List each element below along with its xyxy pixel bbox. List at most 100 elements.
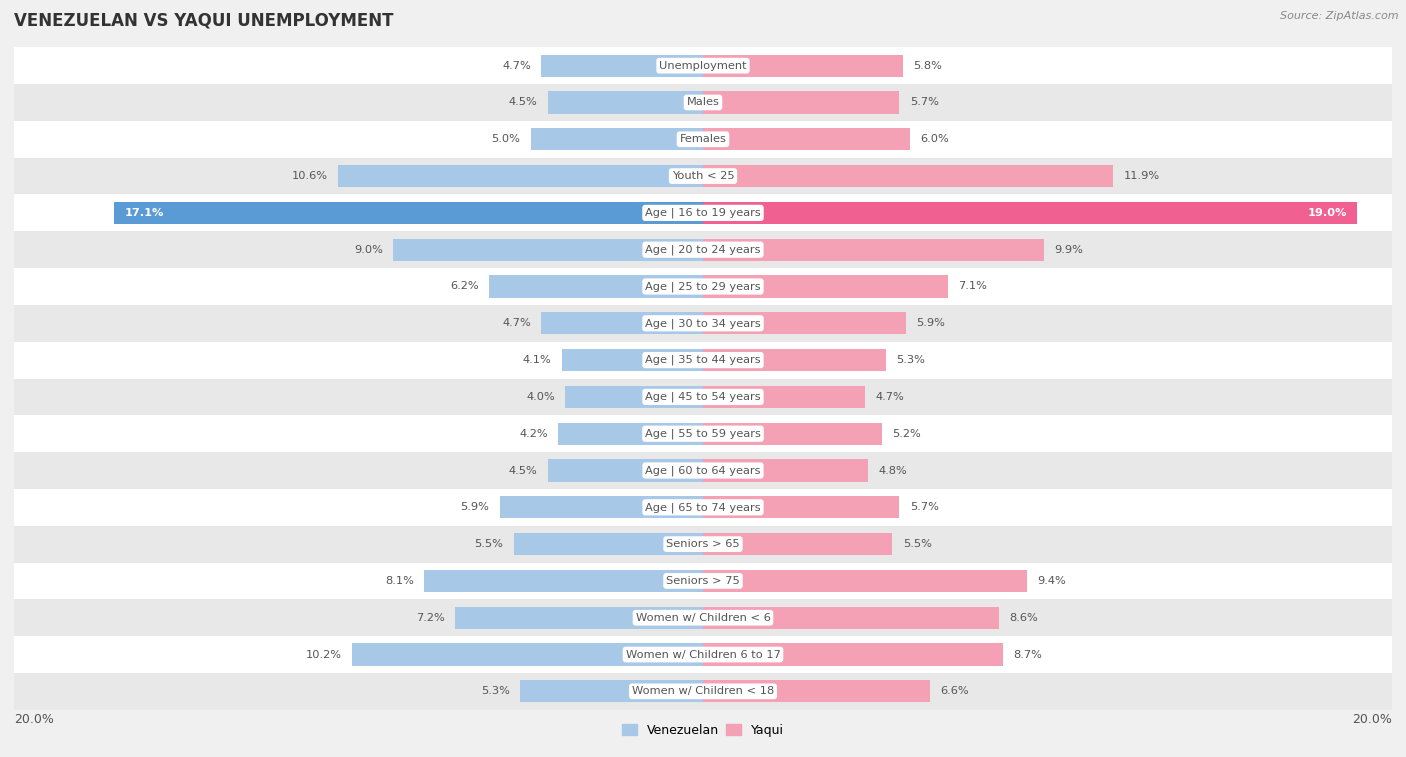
Text: 5.3%: 5.3% (896, 355, 925, 365)
Text: 8.6%: 8.6% (1010, 612, 1038, 623)
Text: Age | 30 to 34 years: Age | 30 to 34 years (645, 318, 761, 329)
Text: 4.0%: 4.0% (526, 392, 555, 402)
Bar (513, 533, 703, 555)
Text: 4.8%: 4.8% (879, 466, 907, 475)
Text: 5.9%: 5.9% (461, 503, 489, 512)
Bar (703, 238, 1045, 260)
Text: Age | 65 to 74 years: Age | 65 to 74 years (645, 502, 761, 512)
Text: Women w/ Children < 6: Women w/ Children < 6 (636, 612, 770, 623)
Bar (14, 157, 1392, 195)
Text: 7.2%: 7.2% (416, 612, 444, 623)
Text: 5.2%: 5.2% (893, 428, 921, 439)
Bar (337, 165, 703, 187)
Bar (541, 55, 703, 76)
Bar (703, 497, 900, 519)
Text: 4.5%: 4.5% (509, 466, 537, 475)
Bar (562, 349, 703, 371)
Text: Females: Females (679, 134, 727, 145)
Bar (114, 202, 703, 224)
Bar (14, 121, 1392, 157)
Bar (14, 195, 1392, 232)
Text: 4.7%: 4.7% (875, 392, 904, 402)
Bar (425, 570, 703, 592)
Bar (703, 570, 1026, 592)
Bar (14, 378, 1392, 416)
Text: Source: ZipAtlas.com: Source: ZipAtlas.com (1281, 11, 1399, 21)
Text: 5.9%: 5.9% (917, 318, 945, 329)
Text: Age | 16 to 19 years: Age | 16 to 19 years (645, 207, 761, 218)
Bar (14, 600, 1392, 636)
Bar (541, 312, 703, 335)
Bar (14, 489, 1392, 525)
Text: 9.0%: 9.0% (354, 245, 382, 254)
Bar (392, 238, 703, 260)
Bar (565, 386, 703, 408)
Text: 5.5%: 5.5% (474, 539, 503, 549)
Bar (489, 276, 703, 298)
Text: 6.2%: 6.2% (450, 282, 479, 291)
Bar (703, 643, 1002, 665)
Bar (14, 525, 1392, 562)
Text: 5.8%: 5.8% (912, 61, 942, 70)
Bar (14, 562, 1392, 600)
Text: 19.0%: 19.0% (1308, 208, 1347, 218)
Text: Males: Males (686, 98, 720, 107)
Bar (14, 636, 1392, 673)
Text: 20.0%: 20.0% (1353, 713, 1392, 727)
Text: 5.0%: 5.0% (492, 134, 520, 145)
Text: 20.0%: 20.0% (14, 713, 53, 727)
Bar (14, 452, 1392, 489)
Bar (703, 128, 910, 151)
Text: 4.2%: 4.2% (519, 428, 548, 439)
Bar (456, 606, 703, 629)
Bar (352, 643, 703, 665)
Text: 4.5%: 4.5% (509, 98, 537, 107)
Text: 5.5%: 5.5% (903, 539, 932, 549)
Text: 5.7%: 5.7% (910, 503, 939, 512)
Bar (499, 497, 703, 519)
Bar (703, 681, 931, 702)
Bar (14, 673, 1392, 710)
Bar (14, 341, 1392, 378)
Bar (703, 386, 865, 408)
Text: Age | 55 to 59 years: Age | 55 to 59 years (645, 428, 761, 439)
Text: 10.2%: 10.2% (305, 650, 342, 659)
Text: Women w/ Children < 18: Women w/ Children < 18 (631, 687, 775, 696)
Text: 10.6%: 10.6% (291, 171, 328, 181)
Bar (14, 416, 1392, 452)
Bar (703, 606, 1000, 629)
Bar (703, 459, 869, 481)
Bar (14, 305, 1392, 341)
Bar (14, 268, 1392, 305)
Bar (703, 422, 882, 445)
Text: 5.3%: 5.3% (481, 687, 510, 696)
Text: Age | 35 to 44 years: Age | 35 to 44 years (645, 355, 761, 366)
Text: 8.1%: 8.1% (385, 576, 413, 586)
Bar (703, 312, 907, 335)
Bar (703, 276, 948, 298)
Text: Age | 20 to 24 years: Age | 20 to 24 years (645, 245, 761, 255)
Text: 9.9%: 9.9% (1054, 245, 1083, 254)
Text: Youth < 25: Youth < 25 (672, 171, 734, 181)
Text: 11.9%: 11.9% (1123, 171, 1160, 181)
Bar (703, 165, 1114, 187)
Text: 5.7%: 5.7% (910, 98, 939, 107)
Bar (548, 92, 703, 114)
Text: 6.6%: 6.6% (941, 687, 969, 696)
Bar (14, 84, 1392, 121)
Text: Seniors > 65: Seniors > 65 (666, 539, 740, 549)
Bar (531, 128, 703, 151)
Text: 9.4%: 9.4% (1038, 576, 1066, 586)
Text: 17.1%: 17.1% (124, 208, 163, 218)
Bar (14, 232, 1392, 268)
Text: 8.7%: 8.7% (1012, 650, 1042, 659)
Text: Age | 45 to 54 years: Age | 45 to 54 years (645, 391, 761, 402)
Bar (520, 681, 703, 702)
Text: 7.1%: 7.1% (957, 282, 987, 291)
Text: 4.7%: 4.7% (502, 318, 531, 329)
Legend: Venezuelan, Yaqui: Venezuelan, Yaqui (617, 719, 789, 742)
Text: Women w/ Children 6 to 17: Women w/ Children 6 to 17 (626, 650, 780, 659)
Bar (548, 459, 703, 481)
Bar (703, 55, 903, 76)
Bar (703, 533, 893, 555)
